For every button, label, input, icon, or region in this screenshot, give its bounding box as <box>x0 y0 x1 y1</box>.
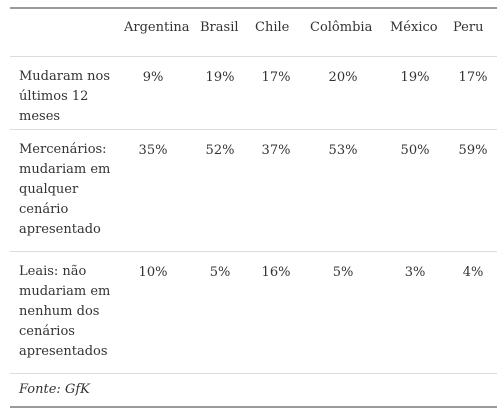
column-header-mexico: México <box>390 20 438 35</box>
table-header-row: Argentina Brasil Chile Colômbia México P… <box>10 9 497 57</box>
table-cell: 52% <box>205 143 235 158</box>
column-header-peru: Peru <box>453 20 484 35</box>
table-cell: 20% <box>328 70 358 85</box>
table-row: Leais: não mudariam em nenhum dos cenári… <box>10 252 497 374</box>
column-header-chile: Chile <box>255 20 290 35</box>
table-row: Mudaram nos últimos 12 meses 9% 19% 17% … <box>10 57 497 130</box>
source-note: Fonte: GfK <box>19 382 90 397</box>
table-cell: 5% <box>332 265 354 280</box>
table-cell: 59% <box>458 143 488 158</box>
table-cell: 16% <box>261 265 291 280</box>
table-row: Mercenários: mudariam em qualquer cenári… <box>10 130 497 252</box>
table-cell: 9% <box>142 70 164 85</box>
row-label: Mudaram nos últimos 12 meses <box>19 69 111 124</box>
table-cell: 10% <box>138 265 168 280</box>
table-cell: 17% <box>458 70 488 85</box>
column-header-argentina: Argentina <box>124 20 190 35</box>
table-cell: 37% <box>261 143 291 158</box>
table-cell: 5% <box>209 265 231 280</box>
column-header-brasil: Brasil <box>200 20 239 35</box>
table-cell: 17% <box>261 70 291 85</box>
table-cell: 35% <box>138 143 168 158</box>
table-cell: 53% <box>328 143 358 158</box>
column-header-colombia: Colômbia <box>310 20 373 35</box>
top-rule <box>10 7 497 9</box>
table-cell: 50% <box>400 143 430 158</box>
row-label: Mercenários: mudariam em qualquer cenári… <box>19 142 111 237</box>
table-footer: Fonte: GfK <box>10 374 497 408</box>
table-cell: 19% <box>205 70 235 85</box>
row-label: Leais: não mudariam em nenhum dos cenári… <box>19 264 111 359</box>
table-cell: 4% <box>462 265 484 280</box>
table-cell: 3% <box>404 265 426 280</box>
table-cell: 19% <box>400 70 430 85</box>
survey-table: Argentina Brasil Chile Colômbia México P… <box>10 7 497 408</box>
